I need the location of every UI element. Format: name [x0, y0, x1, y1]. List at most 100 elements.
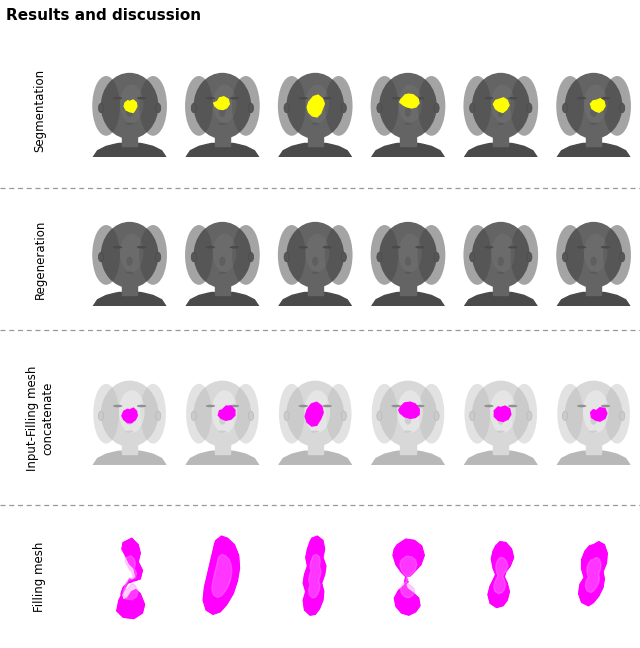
- Ellipse shape: [140, 384, 166, 444]
- Ellipse shape: [377, 103, 382, 113]
- Ellipse shape: [379, 380, 437, 446]
- Ellipse shape: [312, 415, 319, 425]
- Ellipse shape: [463, 225, 491, 285]
- Ellipse shape: [511, 225, 538, 285]
- Ellipse shape: [341, 411, 346, 421]
- Ellipse shape: [298, 97, 308, 100]
- Ellipse shape: [140, 225, 167, 285]
- Ellipse shape: [484, 246, 493, 249]
- Polygon shape: [465, 292, 537, 306]
- Ellipse shape: [100, 222, 159, 288]
- Ellipse shape: [564, 222, 623, 288]
- Ellipse shape: [205, 405, 215, 408]
- Ellipse shape: [248, 252, 253, 262]
- Ellipse shape: [584, 233, 607, 272]
- Polygon shape: [372, 143, 444, 157]
- Ellipse shape: [156, 411, 161, 421]
- Ellipse shape: [511, 384, 537, 444]
- Ellipse shape: [137, 246, 147, 249]
- Ellipse shape: [323, 246, 332, 249]
- Polygon shape: [122, 445, 138, 454]
- Polygon shape: [557, 143, 630, 157]
- Ellipse shape: [377, 411, 382, 421]
- Ellipse shape: [286, 222, 344, 288]
- Ellipse shape: [497, 272, 505, 274]
- Ellipse shape: [391, 405, 401, 408]
- Ellipse shape: [191, 252, 196, 262]
- Ellipse shape: [527, 411, 532, 421]
- Ellipse shape: [371, 76, 398, 136]
- Ellipse shape: [298, 246, 308, 249]
- Polygon shape: [307, 95, 324, 117]
- Ellipse shape: [126, 257, 133, 266]
- Ellipse shape: [398, 233, 422, 272]
- Ellipse shape: [404, 415, 412, 425]
- Ellipse shape: [193, 73, 252, 139]
- Polygon shape: [279, 143, 351, 157]
- Ellipse shape: [404, 122, 412, 125]
- Polygon shape: [307, 286, 323, 295]
- Ellipse shape: [284, 252, 289, 262]
- Ellipse shape: [305, 84, 329, 123]
- Ellipse shape: [418, 225, 445, 285]
- Ellipse shape: [583, 390, 609, 433]
- Ellipse shape: [99, 103, 104, 113]
- Ellipse shape: [311, 272, 319, 274]
- Ellipse shape: [185, 76, 212, 136]
- Ellipse shape: [137, 405, 147, 408]
- Polygon shape: [122, 408, 138, 422]
- Polygon shape: [372, 451, 444, 465]
- Ellipse shape: [404, 257, 412, 266]
- Polygon shape: [303, 536, 326, 615]
- Ellipse shape: [563, 252, 568, 262]
- Ellipse shape: [156, 252, 161, 262]
- Polygon shape: [212, 555, 232, 597]
- Ellipse shape: [186, 384, 212, 444]
- Ellipse shape: [279, 384, 305, 444]
- Ellipse shape: [311, 430, 319, 433]
- Text: Regeneration: Regeneration: [33, 220, 47, 299]
- Ellipse shape: [527, 103, 532, 113]
- Polygon shape: [203, 536, 239, 614]
- Ellipse shape: [491, 233, 515, 272]
- Polygon shape: [557, 451, 630, 465]
- Polygon shape: [122, 286, 138, 295]
- Ellipse shape: [218, 430, 227, 433]
- Ellipse shape: [434, 252, 439, 262]
- Ellipse shape: [219, 415, 226, 425]
- Polygon shape: [279, 292, 351, 306]
- Ellipse shape: [185, 225, 212, 285]
- Ellipse shape: [100, 380, 159, 446]
- Ellipse shape: [419, 384, 444, 444]
- Polygon shape: [93, 451, 166, 465]
- Ellipse shape: [563, 103, 568, 113]
- Ellipse shape: [377, 252, 382, 262]
- Ellipse shape: [191, 411, 196, 421]
- Ellipse shape: [341, 103, 346, 113]
- Text: Results and discussion: Results and discussion: [6, 8, 202, 23]
- Ellipse shape: [470, 411, 475, 421]
- Ellipse shape: [584, 84, 607, 123]
- Polygon shape: [494, 406, 511, 421]
- Polygon shape: [586, 137, 602, 146]
- Ellipse shape: [415, 97, 425, 100]
- Polygon shape: [214, 286, 230, 295]
- Ellipse shape: [604, 225, 631, 285]
- Ellipse shape: [205, 246, 215, 249]
- Ellipse shape: [404, 272, 412, 274]
- Ellipse shape: [418, 76, 445, 136]
- Ellipse shape: [604, 76, 631, 136]
- Ellipse shape: [119, 390, 145, 433]
- Polygon shape: [493, 445, 509, 454]
- Ellipse shape: [298, 405, 308, 408]
- Ellipse shape: [156, 103, 161, 113]
- Ellipse shape: [415, 246, 425, 249]
- Polygon shape: [493, 98, 509, 112]
- Ellipse shape: [113, 405, 122, 408]
- Ellipse shape: [508, 246, 518, 249]
- Ellipse shape: [113, 246, 122, 249]
- Ellipse shape: [497, 415, 504, 425]
- Ellipse shape: [230, 97, 239, 100]
- Ellipse shape: [391, 246, 401, 249]
- Ellipse shape: [125, 430, 134, 433]
